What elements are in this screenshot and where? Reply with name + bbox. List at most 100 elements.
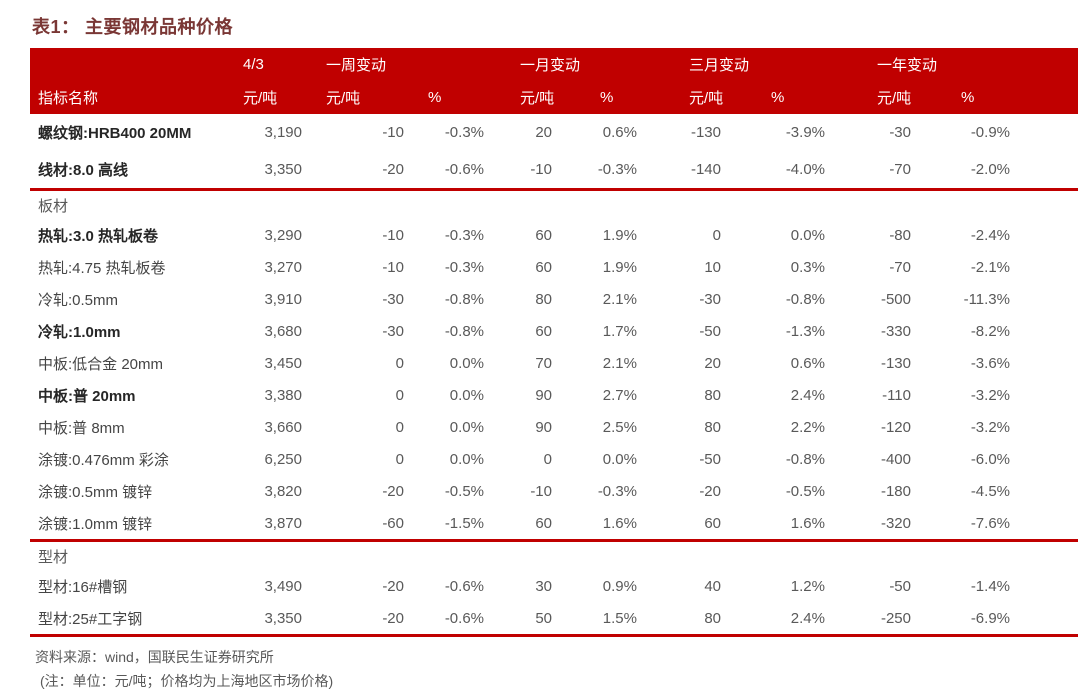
value-cell: 0.0% xyxy=(449,418,484,436)
header-cell: 元/吨 xyxy=(689,90,724,107)
indicator-name-cell: 中板:普 20mm xyxy=(38,387,136,405)
value-cell: -140 xyxy=(690,161,721,178)
value-cell: 2.1% xyxy=(602,354,637,372)
table-row: 冷轧:0.5mm 3,910 -30 -0.8% 80 2.1% -30 -0.8% -500 -… xyxy=(30,283,1078,315)
value-cell: -2.1% xyxy=(970,258,1010,276)
header-top-row: 4/3 一周变动 一月变动 三月变动 一年变动 xyxy=(30,48,1078,81)
header-cell: 元/吨 xyxy=(877,90,912,107)
value-cell: -1.4% xyxy=(970,577,1010,595)
value-cell: 0.0% xyxy=(602,450,637,468)
value-cell: -500 xyxy=(880,290,911,308)
value-cell: 0.6% xyxy=(602,124,637,141)
value-cell: -10 xyxy=(530,482,552,500)
header-units-row: 指标名称 元/吨 元/吨% 元/吨% 元/吨% 元/吨% xyxy=(30,81,1078,114)
value-cell: 3,820 xyxy=(264,482,302,500)
value-cell: 1.6% xyxy=(602,514,637,532)
header-cell: 一周变动 xyxy=(326,57,387,74)
table-row: 线材:8.0 高线 3,350 -20 -0.6% -10 -0.3% -140 -4.0% -… xyxy=(30,151,1078,188)
value-cell: -0.3% xyxy=(597,161,637,178)
value-cell: -120 xyxy=(880,418,911,436)
value-cell: 60 xyxy=(535,226,552,244)
value-cell: 3,870 xyxy=(264,514,302,532)
value-cell: 2.1% xyxy=(602,290,637,308)
value-cell: 2.4% xyxy=(790,386,825,404)
value-cell: -50 xyxy=(889,577,911,595)
header-cell: % xyxy=(961,89,975,106)
value-cell: -10 xyxy=(382,124,404,141)
value-cell: -250 xyxy=(880,609,911,627)
table-body: 螺纹钢:HRB400 20MM 3,190 -10 -0.3% 20 0.6% -130 -3… xyxy=(30,114,1078,637)
value-cell: -20 xyxy=(382,482,404,500)
value-cell: 60 xyxy=(535,514,552,532)
value-cell: 3,270 xyxy=(264,258,302,276)
value-cell: -400 xyxy=(880,450,911,468)
indicator-name-cell: 线材:8.0 高线 xyxy=(38,162,129,179)
value-cell: -30 xyxy=(889,124,911,141)
value-cell: 1.2% xyxy=(790,577,825,595)
table-row: 热轧:3.0 热轧板卷 3,290 -10 -0.3% 60 1.9% 0 0.0% -80 -2… xyxy=(30,219,1078,251)
section-divider-line xyxy=(30,539,1078,542)
value-cell: 0.0% xyxy=(449,450,484,468)
value-cell: 3,450 xyxy=(264,354,302,372)
value-cell: 2.7% xyxy=(602,386,637,404)
value-cell: 1.6% xyxy=(790,514,825,532)
value-cell: 3,350 xyxy=(264,609,302,627)
value-cell: -2.0% xyxy=(970,161,1010,178)
value-cell: -3.9% xyxy=(785,124,825,141)
value-cell: 80 xyxy=(704,609,721,627)
indicator-name-cell: 型材:25#工字钢 xyxy=(38,610,143,628)
value-cell: -330 xyxy=(880,322,911,340)
value-cell: 0 xyxy=(543,450,552,468)
value-cell: -110 xyxy=(882,386,911,404)
value-cell: 3,490 xyxy=(264,577,302,595)
value-cell: 2.4% xyxy=(790,609,825,627)
indicator-name-cell: 中板:普 8mm xyxy=(38,419,125,437)
section-divider-line xyxy=(30,634,1078,637)
indicator-name-cell: 螺纹钢:HRB400 20MM xyxy=(38,125,192,142)
value-cell: 0.0% xyxy=(449,354,484,372)
value-cell: -60 xyxy=(382,514,404,532)
indicator-name-cell: 冷轧:1.0mm xyxy=(38,323,121,341)
table-row: 型材:16#槽钢 3,490 -20 -0.6% 30 0.9% 40 1.2% -50 -1.4… xyxy=(30,570,1078,602)
header-cell: % xyxy=(771,89,785,106)
value-cell: 6,250 xyxy=(264,450,302,468)
table-row: 型材:25#工字钢 3,350 -20 -0.6% 50 1.5% 80 2.4% -250 -6… xyxy=(30,602,1078,634)
value-cell: -0.6% xyxy=(444,609,484,627)
value-cell: -2.4% xyxy=(970,226,1010,244)
section-row: 板材 xyxy=(30,191,1078,219)
header-cell: 元/吨 xyxy=(520,90,555,107)
value-cell: -30 xyxy=(699,290,721,308)
value-cell: -1.3% xyxy=(785,322,825,340)
header-cell: 元/吨 xyxy=(243,90,278,107)
value-cell: 3,660 xyxy=(264,418,302,436)
indicator-name-cell: 涂镀:0.476mm 彩涂 xyxy=(38,451,169,469)
value-cell: 1.5% xyxy=(602,609,637,627)
value-cell: 1.7% xyxy=(602,322,637,340)
table-row: 中板:低合金 20mm 3,450 0 0.0% 70 2.1% 20 0.6% -130 -3.… xyxy=(30,347,1078,379)
section-divider-line xyxy=(30,188,1078,191)
value-cell: 1.9% xyxy=(602,258,637,276)
value-cell: 2.5% xyxy=(602,418,637,436)
steel-price-table: 4/3 一周变动 一月变动 三月变动 一年变动 指标名称 元/吨 元/吨% 元/吨% 元/吨% 元/… xyxy=(30,48,1078,637)
value-cell: -0.9% xyxy=(970,124,1010,141)
value-cell: 3,190 xyxy=(264,124,302,141)
value-cell: -0.8% xyxy=(785,290,825,308)
value-cell: -0.3% xyxy=(444,124,484,141)
value-cell: -11.3% xyxy=(963,290,1010,308)
value-cell: -3.2% xyxy=(970,418,1010,436)
value-cell: 3,380 xyxy=(264,386,302,404)
section-label: 型材 xyxy=(38,548,69,566)
indicator-name-cell: 冷轧:0.5mm xyxy=(38,291,119,309)
value-cell: 30 xyxy=(535,577,552,595)
value-cell: 0.3% xyxy=(790,258,825,276)
value-cell: 60 xyxy=(535,258,552,276)
value-cell: -50 xyxy=(699,322,721,340)
header-cell: % xyxy=(428,89,442,106)
table-row: 涂镀:1.0mm 镀锌 3,870 -60 -1.5% 60 1.6% 60 1.6% -320… xyxy=(30,507,1078,539)
value-cell: 0 xyxy=(712,226,721,244)
value-cell: 0.6% xyxy=(790,354,825,372)
value-cell: -4.5% xyxy=(970,482,1010,500)
value-cell: -0.6% xyxy=(444,161,484,178)
value-cell: -0.8% xyxy=(444,290,484,308)
table-footer: 资料来源：wind，国联民生证券研究所 (注：单位：元/吨；价格均为上海地区市场… xyxy=(30,645,1080,693)
